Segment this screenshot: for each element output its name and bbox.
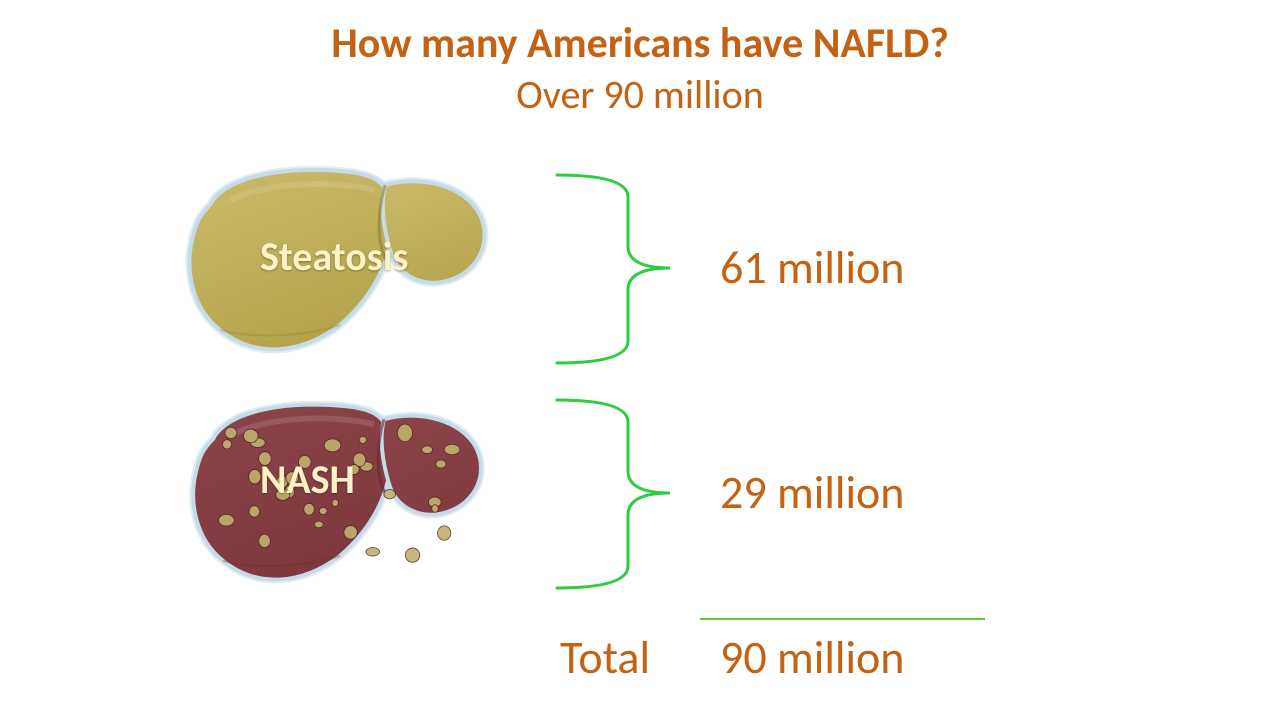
brace-nash-icon <box>555 398 674 592</box>
total-underline <box>700 618 985 620</box>
page-subtitle: Over 90 million <box>0 70 1280 119</box>
liver-label-nash: NASH <box>260 455 355 504</box>
value-nash: 29 million <box>720 465 904 521</box>
liver-label-steatosis: Steatosis <box>260 232 409 281</box>
total-label: Total <box>560 630 650 686</box>
total-value: 90 million <box>720 630 904 686</box>
page-title: How many Americans have NAFLD? <box>0 18 1280 69</box>
brace-steatosis-icon <box>555 173 674 367</box>
value-steatosis: 61 million <box>720 240 904 296</box>
